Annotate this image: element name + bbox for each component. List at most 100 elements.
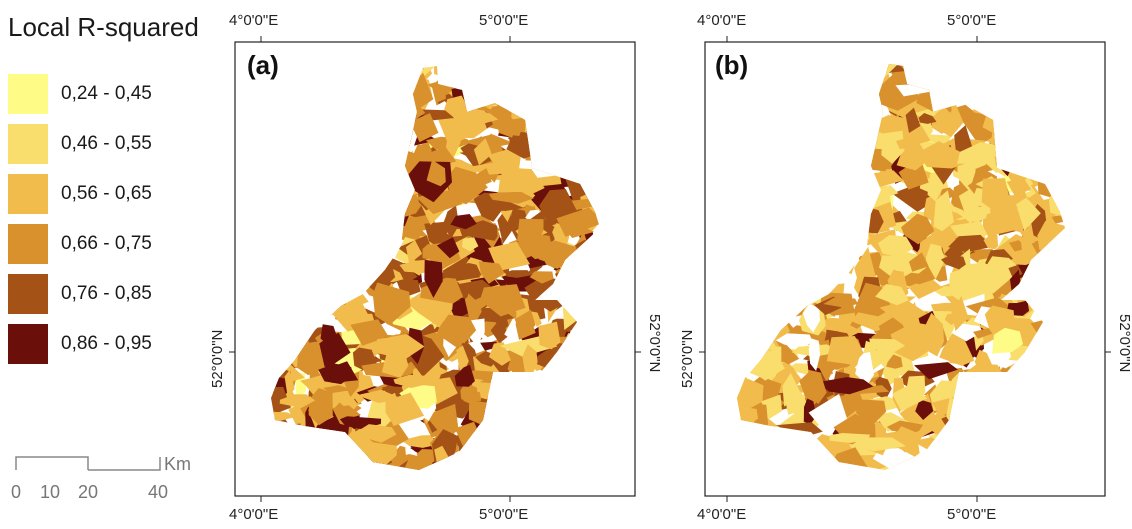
region-parcel [925,243,946,280]
region-parcel [952,295,969,332]
region-parcel [856,399,887,427]
region-parcel [444,95,470,120]
region-parcel [424,220,470,250]
region-parcel [271,411,297,422]
longitude-label: 4°0'0"E [229,12,279,29]
legend-swatch [8,274,48,314]
region-parcel [1006,177,1032,197]
region-parcel [323,385,353,394]
region-parcel [872,448,918,470]
latitude-label: 52°0'0"N [646,314,663,373]
region-parcel [950,323,983,342]
region-parcel [464,290,482,330]
region-parcel [939,333,975,366]
region-parcel [478,261,505,284]
region-parcel [895,84,936,97]
legend-label: 0,46 - 0,55 [61,133,152,154]
longitude-label: 5°0'0"E [479,506,529,523]
region-parcel [472,168,492,188]
panel-label: (a) [247,50,279,80]
region-parcel [1018,236,1035,247]
region-parcel [960,270,1000,294]
region-parcel [488,191,534,204]
legend-swatch [8,174,48,214]
region-parcel [806,373,827,405]
region-parcel [308,388,333,426]
scale-tick-label: 10 [40,482,61,502]
region-parcel [409,113,439,143]
longitude-label: 4°0'0"E [697,12,747,29]
region-parcel [517,218,544,249]
scale-tick-label: 40 [148,482,169,502]
scale-bar: Km 0 10 20 40 [0,448,220,508]
region-parcel [905,107,921,133]
latitude-label: 52°0'0"N [209,329,226,388]
region-parcel [826,336,864,365]
map-frame [699,36,1111,502]
map-panel-a: (a) 4°0'0"E 5°0'0"E 4°0'0"E 5°0'0"E 52°0… [205,0,675,529]
region-parcel [917,141,967,169]
region-parcel [522,344,538,379]
region-parcel [918,113,937,124]
region-parcel [886,420,924,435]
region-parcel [422,244,445,261]
region-parcel [802,303,820,333]
region-parcel [393,374,442,388]
region-parcel [875,284,909,306]
latitude-label: 52°0'0"N [1116,314,1132,373]
region-parcel [1008,239,1022,252]
region-parcel [901,213,935,245]
region-parcel [941,254,966,270]
region-parcel [497,117,527,140]
region-parcel [855,352,874,386]
region-parcel [892,384,928,412]
region-parcel [424,259,443,298]
region-parcel [327,361,359,383]
region-parcel [284,369,295,399]
legend-label: 0,86 - 0,95 [61,333,152,354]
legend-swatch [8,224,48,264]
region-parcel [986,256,1017,272]
region-parcel [927,171,944,202]
region-parcel [823,298,858,308]
legend-label: 0,66 - 0,75 [61,233,152,254]
panel-label: (b) [715,50,749,80]
region-parcel [456,345,469,379]
legend-label: 0,56 - 0,65 [61,183,152,204]
region-parcel [490,317,509,344]
latitude-label: 52°0'0"N [679,329,696,388]
region-parcel [463,389,481,405]
region-parcel [948,234,992,253]
longitude-label: 4°0'0"E [697,506,747,523]
region-parcel [473,138,492,166]
scale-bar-line [15,456,161,471]
region-parcel [463,162,514,175]
region-parcel [454,364,475,387]
region-parcel [869,338,906,355]
region-parcel [556,207,600,237]
region-parcel [505,270,533,278]
region-parcel [992,327,1023,354]
region-parcel [915,399,934,420]
region-parcel [973,328,993,339]
region-parcel [381,349,409,378]
region-parcel [388,392,425,427]
region-parcel [436,314,477,350]
longitude-label: 4°0'0"E [229,506,279,523]
region-parcel [443,205,460,240]
legend-label: 0,24 - 0,45 [61,83,152,104]
region-parcel [908,252,929,272]
region-parcel [983,233,998,250]
legend-swatch [8,124,48,164]
region-parcel [352,424,397,443]
region-parcel [401,435,440,448]
legend-swatch [8,74,48,114]
region-parcel [784,392,802,415]
map-frame [229,36,641,502]
region-parcel [881,130,905,164]
region-parcel [479,284,526,317]
legend-title: Local R-squared [8,12,199,42]
region-parcel [808,393,850,430]
region-parcel [852,437,907,452]
region-parcel [935,107,954,125]
